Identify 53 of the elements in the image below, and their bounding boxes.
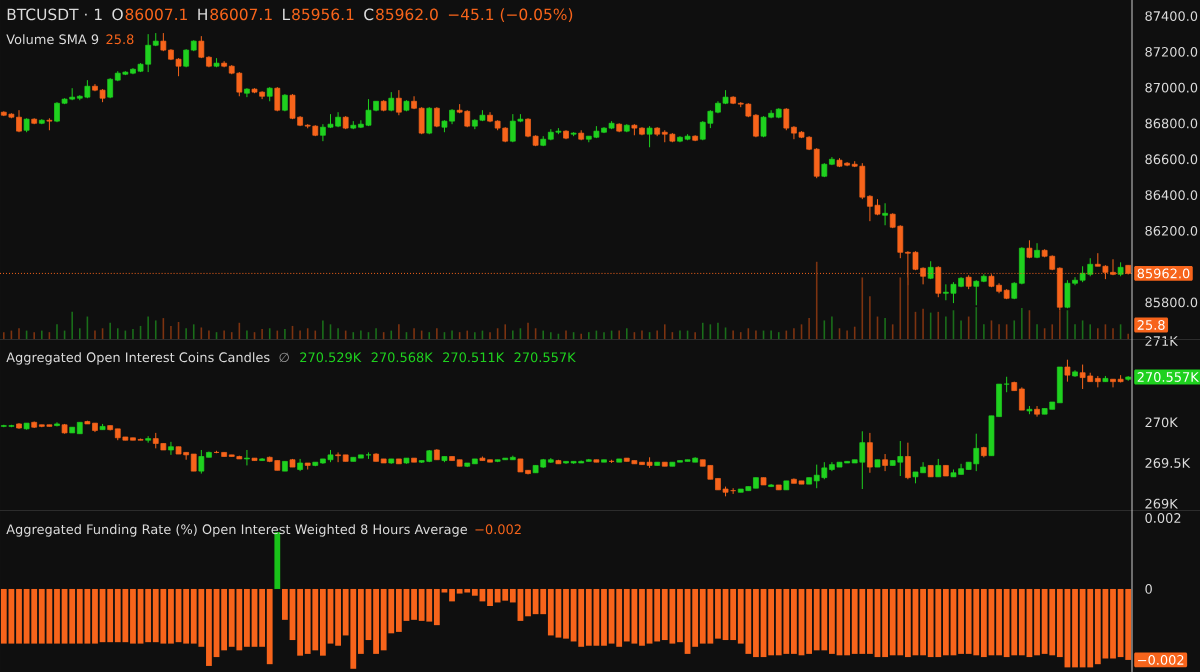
annotation: L: [283, 8, 291, 20]
candlestick: [244, 449, 250, 466]
text: 25.8: [1137, 320, 1165, 330]
text: Aggregated Open Interest Coins Candles: [6, 352, 270, 365]
candlestick: [1064, 359, 1071, 383]
text: Aggregated Funding Rate (%) Open Interest Weighted 8 Hours Average: [6, 524, 468, 537]
y-tick-label: 86200.0: [1145, 225, 1198, 236]
candlestick: [396, 89, 402, 116]
text: −0.002: [1138, 655, 1184, 665]
chart-title: Volume SMA 9: [6, 34, 99, 45]
annotation: 85962.0: [376, 8, 438, 21]
y-tick-label: 87000.0: [1145, 82, 1198, 93]
candlestick: [905, 442, 911, 480]
annotation: −45.1 (−0.05%): [448, 8, 573, 23]
y-tick-label: 269K: [1145, 498, 1178, 509]
candlestick: [882, 453, 888, 472]
annotation: −0.002: [475, 524, 521, 535]
y-tick-label: 0: [1145, 584, 1152, 594]
annotation: 85956.1: [292, 8, 354, 21]
candlestick: [646, 125, 653, 148]
candlestick: [198, 449, 205, 475]
annotation: 86007.1: [125, 8, 187, 21]
chart-title: BTCUSDT · 1: [7, 8, 102, 21]
y-tick-label: 87400.0: [1145, 11, 1198, 21]
annotation: H: [198, 8, 207, 20]
y-tick-label: 85800.0: [1145, 297, 1198, 308]
y-tick-label: 0.002: [1145, 513, 1181, 523]
annotation: ∅: [279, 352, 289, 363]
candlestick: [973, 279, 980, 306]
candlestick: [1034, 405, 1040, 418]
candlestick: [168, 441, 174, 456]
annotation: C: [364, 8, 374, 21]
annotation: 86007.1: [210, 8, 272, 21]
annotation: 270.568K: [371, 352, 433, 363]
candlestick: [274, 86, 281, 112]
annotation: O: [112, 8, 123, 21]
candlestick: [1034, 242, 1040, 259]
annotation: 25.8: [106, 34, 134, 45]
y-tick-label: 86400.0: [1145, 190, 1198, 200]
candlestick: [335, 451, 341, 463]
y-tick-label: 86800.0: [1145, 118, 1198, 129]
y-tick-label: 270K: [1145, 417, 1178, 428]
candlestick: [1019, 386, 1025, 411]
y-tick-label: 87200.0: [1145, 46, 1198, 57]
annotation: 270.511K: [443, 352, 505, 363]
y-tick-label: 269.5K: [1145, 458, 1191, 468]
candlestick: [783, 107, 790, 131]
text: 270.557K: [1137, 372, 1200, 382]
annotation: 270.557K: [514, 352, 576, 363]
ref-line-label: 85962.0: [1137, 268, 1190, 279]
annotation: 270.529K: [300, 352, 362, 363]
candlestick: [882, 202, 888, 226]
y-tick-label: 86600.0: [1145, 154, 1198, 165]
